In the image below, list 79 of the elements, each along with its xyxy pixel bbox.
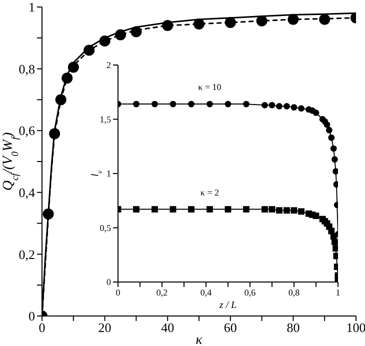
point [152, 206, 158, 213]
point [55, 94, 66, 106]
point [332, 238, 338, 246]
y-tick-label: 0 [106, 277, 112, 288]
y-tick-label: 1 [106, 168, 111, 179]
point [332, 156, 338, 163]
point [284, 207, 290, 214]
point [276, 103, 282, 110]
point [133, 100, 140, 108]
point [330, 145, 337, 152]
x-tick-label: 0,6 [244, 287, 256, 298]
x-tick-label: 100 [346, 320, 365, 336]
series-label: κ = 10 [198, 82, 222, 92]
x-tick-label: 20 [98, 320, 112, 336]
point [130, 26, 142, 38]
x-tick-label: 60 [224, 320, 237, 336]
point [262, 206, 268, 213]
point [188, 206, 194, 213]
point [298, 208, 304, 215]
x-tick-label: 80 [286, 320, 300, 336]
point [268, 102, 276, 108]
point [188, 100, 194, 108]
point [68, 62, 79, 73]
point [42, 208, 54, 220]
point [298, 105, 304, 112]
point [49, 128, 60, 140]
point [224, 100, 232, 108]
x-axis-title: z / L [218, 300, 238, 311]
point [276, 207, 282, 214]
point [194, 18, 204, 30]
x-tick-label: 1 [336, 287, 340, 298]
x-tick-label: 0 [116, 287, 121, 298]
x-tick-label: 0,2 [156, 287, 168, 298]
point [326, 126, 332, 134]
x-tick-label: 0,4 [200, 287, 212, 298]
y-tick-label: 0,8 [18, 61, 35, 76]
point [256, 15, 268, 26]
point [268, 206, 276, 213]
point [319, 14, 330, 25]
x-axis-title: κ [196, 333, 203, 346]
point [206, 206, 213, 213]
y-tick-label: 0,2 [18, 246, 35, 262]
point [84, 44, 95, 56]
point [224, 16, 236, 28]
point [170, 100, 176, 108]
point [288, 14, 299, 25]
y-tick-label: 0,5 [100, 222, 112, 233]
point [333, 181, 338, 188]
point [162, 20, 174, 32]
point [224, 206, 232, 213]
point [206, 100, 213, 108]
point [152, 100, 158, 108]
point [312, 110, 320, 116]
y-tick-label: 0,4 [18, 185, 36, 200]
y-tick-label: 2 [106, 60, 111, 70]
point [115, 29, 126, 40]
point [243, 100, 250, 108]
y-tick-label: 0,6 [18, 123, 36, 138]
series-label: κ = 2 [200, 187, 220, 198]
x-tick-label: 0,8 [288, 287, 300, 298]
point [62, 72, 73, 84]
x-tick-label: 0 [38, 320, 46, 336]
x-tick-label: 40 [161, 320, 174, 336]
point [312, 212, 320, 220]
point [133, 206, 140, 213]
point [99, 35, 110, 46]
point [332, 168, 338, 175]
point [290, 104, 298, 111]
point [262, 102, 268, 108]
point [324, 121, 330, 128]
y-tick-label: 1 [28, 0, 35, 15]
point [328, 134, 335, 141]
point [170, 206, 176, 213]
y-tick-label: 1,5 [100, 114, 112, 124]
point [290, 207, 298, 214]
point [284, 103, 290, 110]
point [332, 245, 338, 252]
point [243, 206, 250, 213]
y-tick-label: 0 [28, 308, 35, 324]
